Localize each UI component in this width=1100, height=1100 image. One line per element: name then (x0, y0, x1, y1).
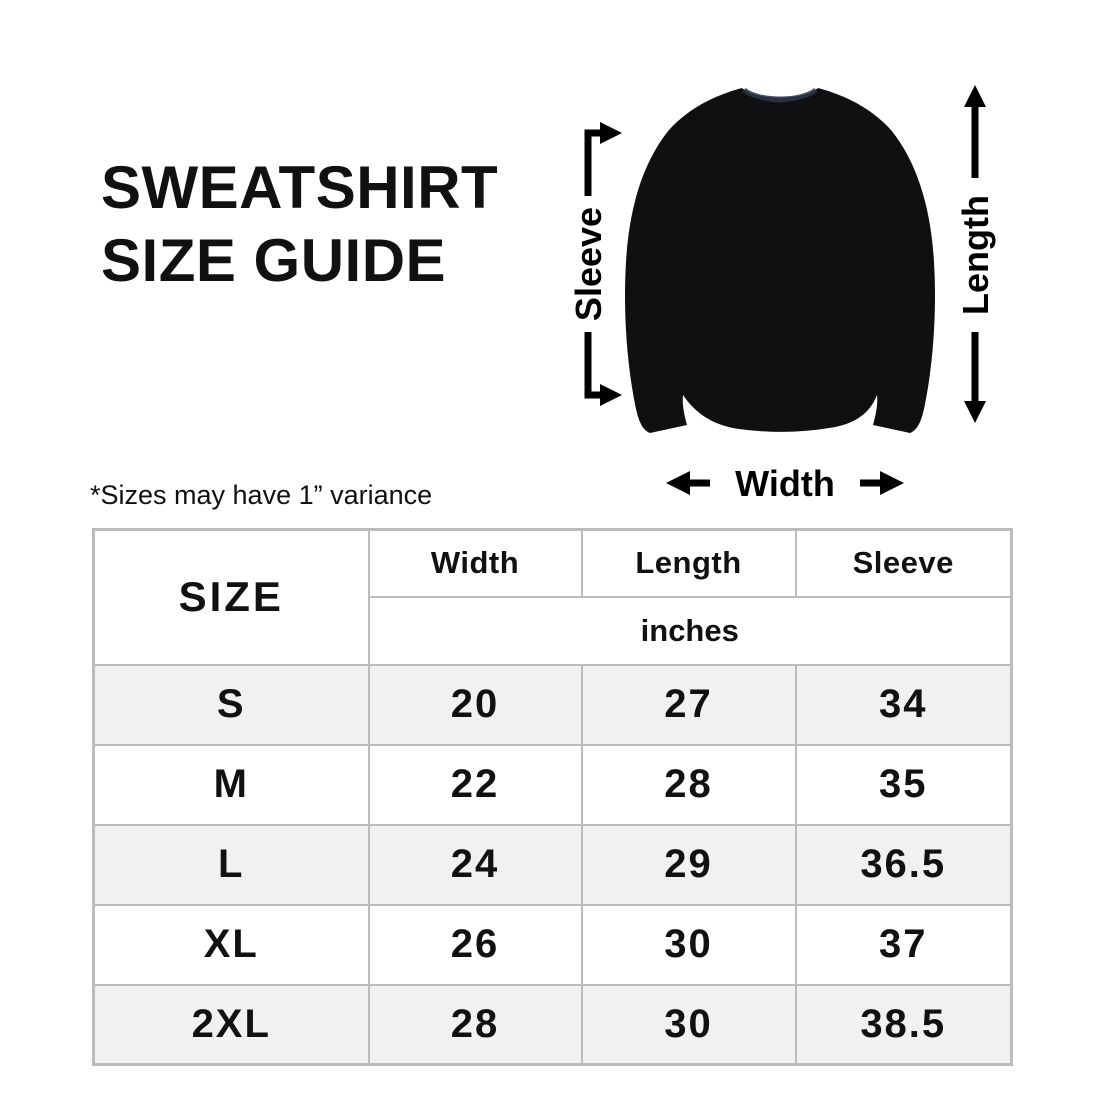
size-cell: L (92, 823, 370, 906)
column-header-length: Length (580, 528, 797, 598)
size-cell: M (92, 743, 370, 826)
column-header-width: Width (367, 528, 583, 598)
width-cell: 26 (367, 903, 583, 986)
size-cell: 2XL (92, 983, 370, 1066)
length-cell: 30 (580, 983, 797, 1066)
arrow-right-icon (880, 471, 904, 495)
size-cell: XL (92, 903, 370, 986)
sleeve-cell: 35 (794, 743, 1013, 826)
unit-header: inches (367, 595, 1013, 666)
width-cell: 24 (367, 823, 583, 906)
arrow-right-icon (600, 122, 622, 144)
sleeve-cell: 38.5 (794, 983, 1013, 1066)
table-row-s: S 20 27 34 (92, 663, 1013, 746)
column-header-size: SIZE (92, 528, 370, 666)
sweatshirt-image (625, 87, 935, 433)
sleeve-cell: 34 (794, 663, 1013, 746)
arrow-down-icon (964, 401, 986, 423)
table-row-m: M 22 28 35 (92, 743, 1013, 826)
page-title: SWEATSHIRT SIZE GUIDE (101, 151, 498, 297)
width-cell: 20 (367, 663, 583, 746)
table-row-2xl: 2XL 28 30 38.5 (92, 983, 1013, 1066)
variance-note: *Sizes may have 1” variance (90, 480, 433, 510)
size-chart-table: SIZE Width Length Sleeve inches S 20 27 … (92, 528, 1013, 1066)
arrow-right-icon (600, 384, 622, 406)
length-measure-arrow (964, 85, 986, 423)
sweatshirt-measurement-diagram: Sleeve Length Width (568, 85, 996, 504)
width-cell: 22 (367, 743, 583, 826)
title-line-2: SIZE GUIDE (101, 227, 447, 294)
length-cell: 27 (580, 663, 797, 746)
sleeve-measure-arrow (584, 122, 622, 406)
collar-opening (744, 89, 816, 103)
sleeve-cell: 36.5 (794, 823, 1013, 906)
width-measure-arrow (666, 471, 904, 495)
sleeve-cell: 37 (794, 903, 1013, 986)
width-cell: 28 (367, 983, 583, 1066)
table-row-l: L 24 29 36.5 (92, 823, 1013, 906)
arrow-left-icon (666, 471, 690, 495)
width-label: Width (735, 463, 835, 504)
title-line-1: SWEATSHIRT (101, 154, 499, 221)
length-label: Length (955, 195, 996, 315)
arrow-up-icon (964, 85, 986, 107)
column-header-sleeve: Sleeve (794, 528, 1013, 598)
size-cell: S (92, 663, 370, 746)
length-cell: 30 (580, 903, 797, 986)
table-row-xl: XL 26 30 37 (92, 903, 1013, 986)
length-cell: 28 (580, 743, 797, 826)
collar-trim (742, 87, 818, 102)
sweatshirt-silhouette (625, 88, 935, 433)
length-cell: 29 (580, 823, 797, 906)
sleeve-label: Sleeve (568, 207, 609, 321)
